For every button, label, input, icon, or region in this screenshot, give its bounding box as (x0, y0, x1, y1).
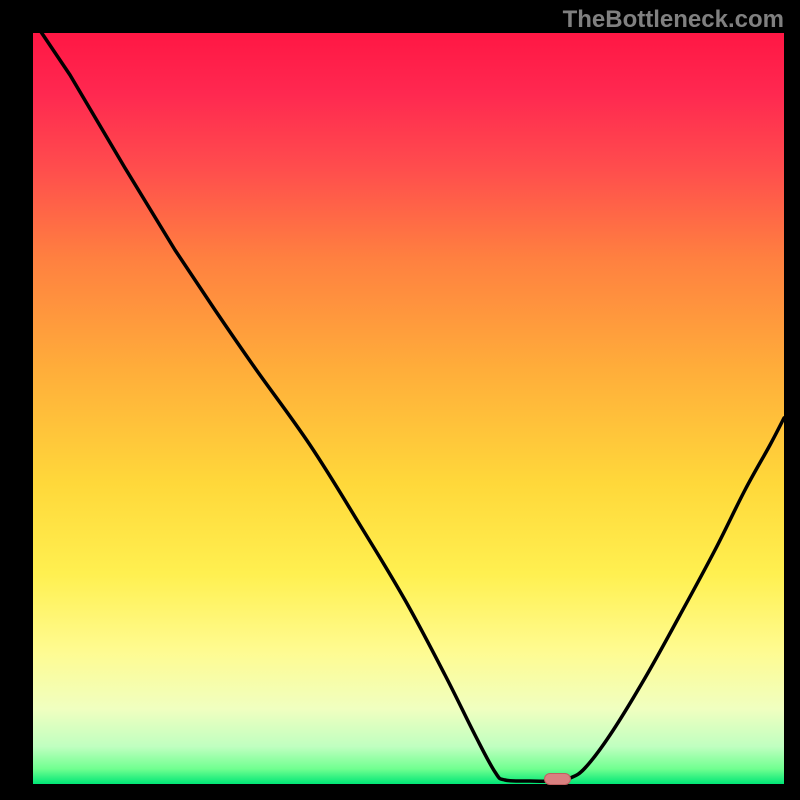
bottleneck-curve (33, 20, 784, 781)
curve-layer (0, 0, 800, 800)
chart-container: TheBottleneck.com (0, 0, 800, 800)
optimal-marker (544, 773, 571, 785)
watermark-text: TheBottleneck.com (563, 6, 784, 34)
